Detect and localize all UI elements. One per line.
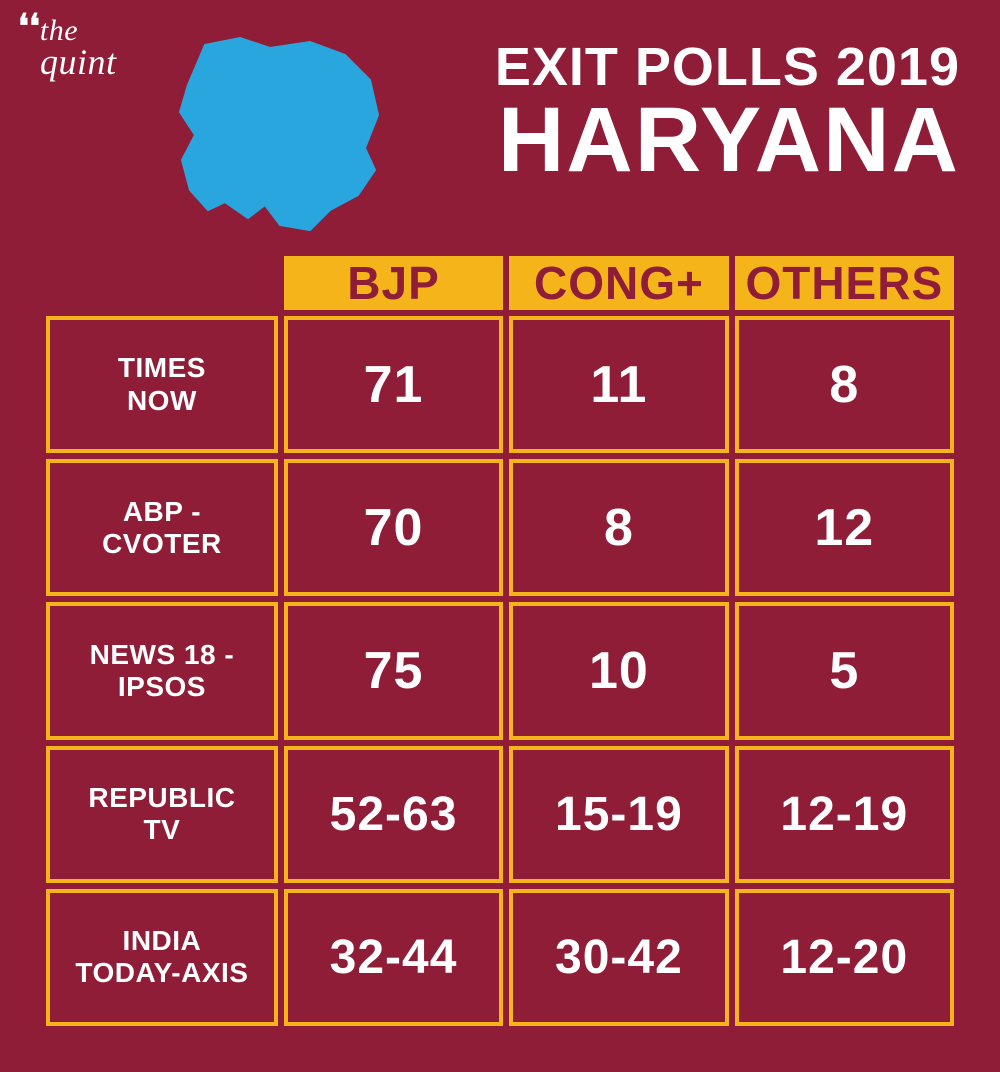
row-header: TIMESNOW: [46, 316, 278, 453]
row-header: NEWS 18 -IPSOS: [46, 602, 278, 739]
brand-line2: quint: [18, 47, 117, 78]
value-cell: 5: [735, 602, 954, 739]
title-line1: EXIT POLLS 2019: [495, 40, 960, 94]
value-cell: 12: [735, 459, 954, 596]
value-cell: 71: [284, 316, 503, 453]
row-header: INDIATODAY-AXIS: [46, 889, 278, 1026]
title-block: EXIT POLLS 2019 HARYANA: [495, 40, 960, 186]
value-cell: 8: [735, 316, 954, 453]
table-row: ABP -CVOTER70812: [46, 459, 954, 596]
row-header: ABP -CVOTER: [46, 459, 278, 596]
exit-poll-table-wrap: BJP CONG+ OTHERS TIMESNOW71118ABP -CVOTE…: [40, 250, 960, 1032]
value-cell: 32-44: [284, 889, 503, 1026]
value-cell: 8: [509, 459, 728, 596]
value-cell: 10: [509, 602, 728, 739]
value-cell: 12-20: [735, 889, 954, 1026]
col-header: BJP: [284, 256, 503, 310]
table-row: INDIATODAY-AXIS32-4430-4212-20: [46, 889, 954, 1026]
exit-poll-table: BJP CONG+ OTHERS TIMESNOW71118ABP -CVOTE…: [40, 250, 960, 1032]
row-header: REPUBLICTV: [46, 746, 278, 883]
title-line2: HARYANA: [495, 94, 960, 186]
table-row: TIMESNOW71118: [46, 316, 954, 453]
header-row: BJP CONG+ OTHERS: [46, 256, 954, 310]
col-header: OTHERS: [735, 256, 954, 310]
value-cell: 15-19: [509, 746, 728, 883]
table-body: TIMESNOW71118ABP -CVOTER70812NEWS 18 -IP…: [46, 316, 954, 1026]
infographic-canvas: ❛❛the quint EXIT POLLS 2019 HARYANA BJP …: [0, 0, 1000, 1072]
value-cell: 75: [284, 602, 503, 739]
quote-mark-icon: ❛❛: [18, 14, 40, 43]
value-cell: 52-63: [284, 746, 503, 883]
haryana-map-icon: [160, 30, 400, 245]
value-cell: 11: [509, 316, 728, 453]
value-cell: 70: [284, 459, 503, 596]
table-row: REPUBLICTV52-6315-1912-19: [46, 746, 954, 883]
table-head: BJP CONG+ OTHERS: [46, 256, 954, 310]
col-header: CONG+: [509, 256, 728, 310]
brand-logo: ❛❛the quint: [18, 18, 117, 77]
table-row: NEWS 18 -IPSOS75105: [46, 602, 954, 739]
corner-cell: [46, 256, 278, 310]
value-cell: 30-42: [509, 889, 728, 1026]
value-cell: 12-19: [735, 746, 954, 883]
